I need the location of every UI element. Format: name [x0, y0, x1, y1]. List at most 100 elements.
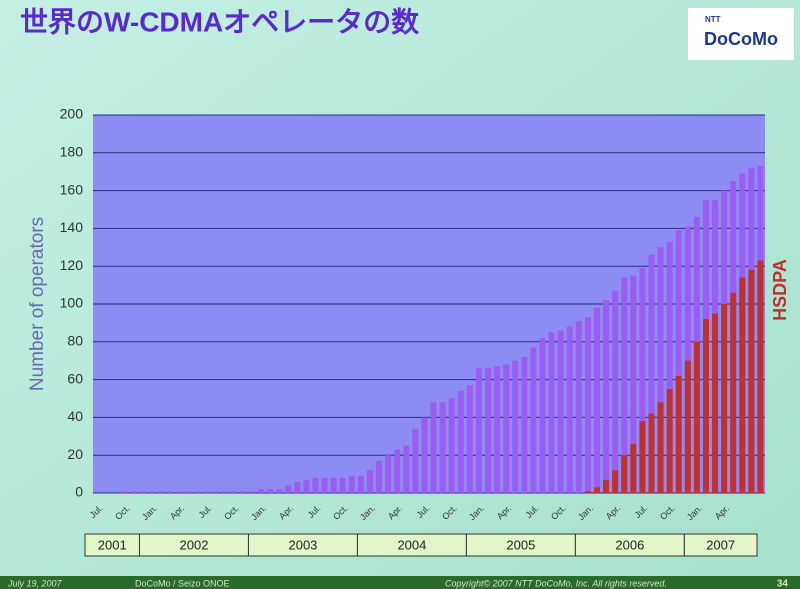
bar	[366, 470, 373, 493]
bar	[512, 360, 519, 493]
bar	[584, 317, 591, 493]
bar	[403, 445, 410, 493]
y-tick-label: 20	[67, 446, 83, 462]
bar	[149, 491, 156, 493]
bar	[666, 389, 673, 493]
series-label: HSDPA	[770, 259, 790, 321]
bar	[684, 226, 691, 493]
bar	[357, 475, 364, 493]
bar	[248, 491, 255, 493]
bar	[303, 479, 310, 493]
bar	[139, 491, 146, 493]
bar	[575, 321, 582, 493]
bar	[230, 491, 237, 493]
bar	[176, 491, 183, 493]
bar	[485, 368, 492, 493]
bar	[630, 443, 637, 493]
y-tick-label: 200	[60, 106, 84, 122]
bar	[203, 491, 210, 493]
bar	[748, 269, 755, 493]
bar	[702, 319, 709, 493]
bar	[730, 292, 737, 493]
bar	[212, 491, 219, 493]
bar	[566, 326, 573, 493]
bar	[557, 330, 564, 493]
bar	[167, 491, 174, 493]
logo-ntt: NTT	[705, 15, 721, 24]
footer-author: DoCoMo / Seizo ONOE	[135, 578, 230, 588]
bar	[276, 489, 283, 493]
bar	[657, 247, 664, 493]
logo-box	[688, 8, 794, 60]
bar	[657, 402, 664, 493]
footer-bar	[0, 576, 800, 589]
bar	[475, 368, 482, 493]
bar	[385, 455, 392, 493]
year-label: 2001	[98, 537, 127, 552]
bar	[294, 481, 301, 493]
bar	[666, 241, 673, 493]
year-label: 2006	[615, 537, 644, 552]
bar	[221, 491, 228, 493]
year-label: 2003	[288, 537, 317, 552]
year-label: 2007	[706, 537, 735, 552]
bar	[457, 390, 464, 493]
bar	[530, 347, 537, 493]
bar	[412, 428, 419, 493]
y-tick-label: 180	[60, 144, 84, 160]
bar	[376, 460, 383, 493]
bar	[548, 332, 555, 493]
bar	[684, 360, 691, 493]
bar	[675, 375, 682, 493]
bar	[430, 402, 437, 493]
footer-date: July 19, 2007	[7, 578, 63, 588]
bar	[621, 455, 628, 493]
bar	[521, 356, 528, 493]
bar	[739, 277, 746, 493]
bar	[594, 487, 600, 493]
bar	[394, 449, 401, 493]
bar	[648, 413, 655, 493]
bar	[194, 491, 201, 493]
slide-title: 世界のW-CDMAオペレータの数	[20, 6, 420, 37]
bar	[721, 304, 728, 493]
logo: DoCoMo	[704, 29, 778, 49]
y-tick-label: 140	[60, 219, 84, 235]
bar	[603, 300, 610, 493]
bar	[130, 491, 137, 493]
bar	[439, 402, 446, 493]
bar	[339, 477, 346, 493]
bar	[503, 364, 510, 493]
bar	[321, 477, 328, 493]
y-tick-label: 0	[75, 484, 83, 500]
bar	[639, 421, 646, 493]
bar	[494, 366, 501, 493]
bar	[258, 489, 264, 493]
year-label: 2005	[506, 537, 535, 552]
y-tick-label: 160	[60, 181, 84, 197]
y-tick-label: 100	[60, 295, 84, 311]
bar	[330, 477, 337, 493]
y-tick-label: 80	[67, 333, 83, 349]
bar	[712, 313, 719, 493]
footer-copyright: Copyright© 2007 NTT DoCoMo, Inc. All rig…	[445, 578, 667, 588]
bar	[621, 277, 628, 493]
bar	[603, 479, 610, 493]
y-axis-label: Number of operators	[27, 217, 48, 391]
bar	[648, 254, 655, 493]
page-number: 34	[777, 579, 789, 589]
year-label: 2004	[397, 537, 426, 552]
y-tick-label: 120	[60, 257, 84, 273]
bar	[121, 491, 128, 493]
bar	[675, 230, 682, 494]
bar	[539, 338, 546, 493]
bar	[448, 398, 455, 493]
bar	[239, 491, 246, 493]
bar	[612, 290, 619, 493]
bar	[267, 489, 274, 493]
bar	[584, 491, 591, 493]
year-label: 2002	[180, 537, 209, 552]
bar	[594, 307, 600, 493]
bar	[693, 341, 700, 493]
